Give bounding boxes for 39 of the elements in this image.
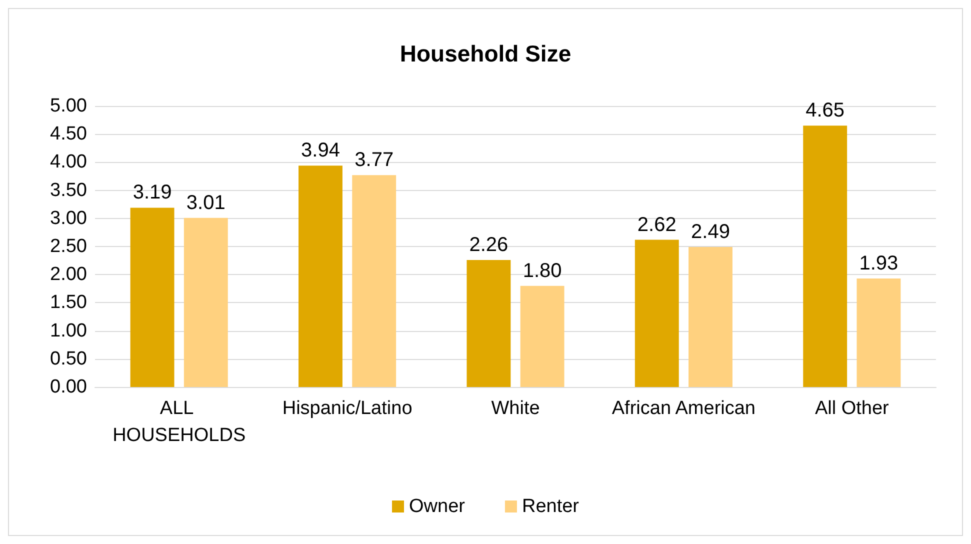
y-tick-label: 3.00 [50, 208, 87, 229]
x-tick-label: ALL HOUSEHOLDS [112, 398, 246, 446]
bar [184, 218, 228, 387]
legend-label: Renter [522, 496, 580, 517]
data-label: 2.49 [691, 221, 730, 244]
y-tick-label: 1.50 [50, 292, 87, 314]
data-label: 1.93 [859, 252, 898, 275]
x-tick-label: White [491, 398, 540, 419]
y-tick-label: 3.50 [50, 180, 87, 201]
bar [688, 247, 732, 387]
y-tick-label: 0.50 [50, 348, 87, 370]
y-tick-label: 4.50 [50, 124, 87, 145]
y-tick-label: 5.00 [50, 96, 87, 116]
data-label: 3.19 [132, 182, 172, 204]
data-label: 2.62 [637, 214, 676, 236]
y-tick-label: 2.50 [50, 236, 87, 257]
legend-label: Owner [409, 496, 466, 517]
data-label: 3.94 [301, 140, 340, 162]
data-label: 2.26 [469, 234, 508, 256]
x-tick-label: African American [612, 398, 756, 419]
bar [352, 175, 396, 387]
y-tick-label: 1.00 [50, 320, 87, 342]
y-tick-label: 4.00 [50, 152, 87, 173]
data-label: 3.01 [186, 192, 226, 214]
y-tick-label: 0.00 [50, 376, 87, 398]
bar [856, 278, 901, 387]
x-tick-label: Hispanic/Latino [282, 398, 412, 419]
chart-title: Household Size [400, 40, 572, 66]
y-tick-label: 2.00 [50, 264, 87, 286]
data-label: 3.77 [354, 149, 394, 172]
x-tick-label: All Other [814, 398, 890, 419]
data-label: 1.80 [522, 260, 562, 282]
bar [466, 260, 511, 387]
bar [130, 208, 174, 387]
data-label: 4.65 [806, 100, 845, 122]
bar [803, 126, 848, 387]
bar [520, 286, 564, 387]
bar [634, 240, 679, 387]
bar [298, 166, 342, 387]
